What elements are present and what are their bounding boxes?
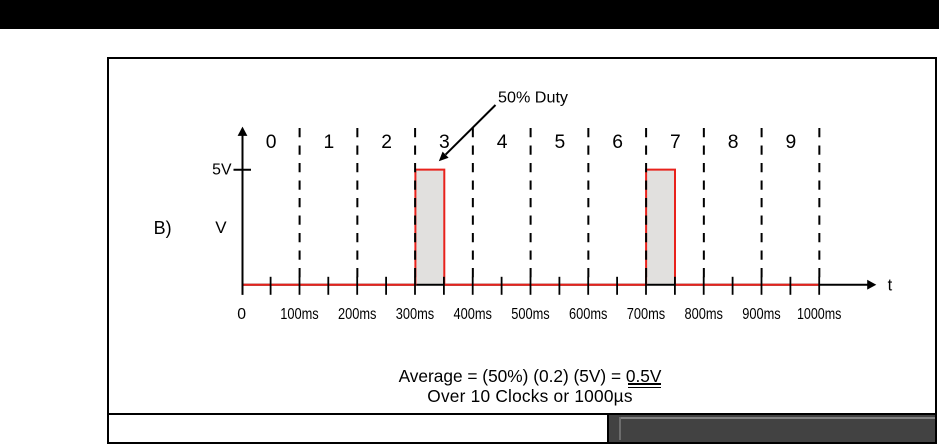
svg-text:5V: 5V	[212, 162, 232, 179]
svg-text:6: 6	[612, 132, 623, 153]
svg-text:200ms: 200ms	[338, 306, 377, 323]
svg-text:t: t	[888, 277, 893, 295]
svg-text:5: 5	[554, 132, 565, 153]
svg-text:400ms: 400ms	[453, 306, 492, 323]
svg-text:0: 0	[266, 132, 277, 153]
svg-text:1: 1	[323, 132, 334, 153]
svg-text:B): B)	[154, 218, 172, 238]
svg-text:8: 8	[728, 132, 739, 153]
svg-text:0: 0	[237, 306, 246, 323]
svg-text:V: V	[215, 218, 227, 237]
svg-text:800ms: 800ms	[684, 306, 723, 323]
svg-text:1000ms: 1000ms	[797, 306, 842, 323]
svg-text:600ms: 600ms	[569, 306, 608, 323]
svg-text:50% Duty: 50% Duty	[498, 89, 568, 106]
svg-text:3: 3	[439, 132, 450, 153]
svg-text:100ms: 100ms	[280, 306, 319, 323]
svg-text:500ms: 500ms	[511, 306, 550, 323]
svg-text:900ms: 900ms	[742, 306, 781, 323]
svg-text:700ms: 700ms	[627, 306, 666, 323]
svg-text:2: 2	[381, 132, 392, 153]
svg-text:300ms: 300ms	[396, 306, 435, 323]
svg-text:4: 4	[497, 132, 508, 153]
svg-text:9: 9	[785, 132, 796, 153]
svg-text:7: 7	[670, 132, 681, 153]
